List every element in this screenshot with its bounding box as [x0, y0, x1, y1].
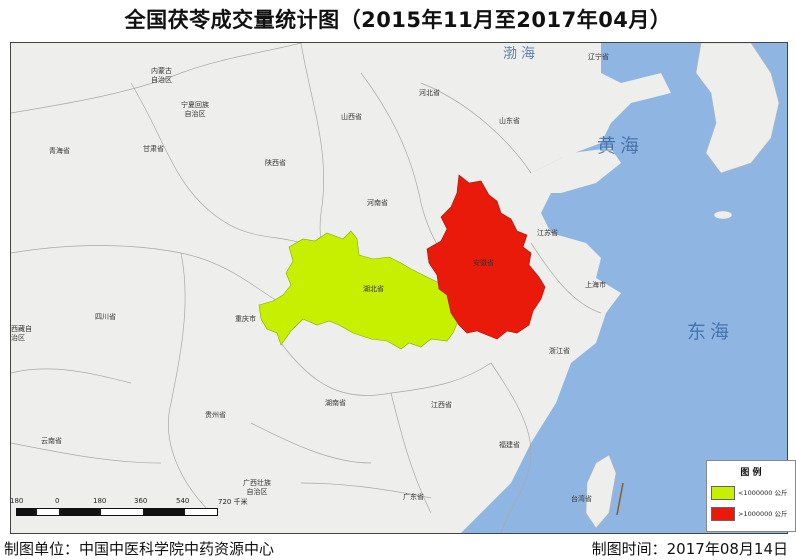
label-taiwan: 台湾省: [571, 495, 592, 503]
legend-label-low: <1000000 公斤: [738, 489, 788, 497]
map-svg: [11, 43, 787, 533]
sea-label-donghai: 东海: [687, 321, 734, 343]
label-jiangxi: 江西省: [431, 401, 452, 409]
korea-land: [695, 43, 780, 174]
sea-label-huanghai: 黄海: [597, 135, 644, 157]
legend-swatch-lime: [711, 486, 735, 500]
scale-tick-label: 180: [93, 497, 107, 505]
label-zhejiang: 浙江省: [549, 347, 570, 355]
island: [713, 210, 733, 220]
shandong-coast: [531, 148, 621, 193]
label-shandong: 山东省: [499, 117, 520, 125]
legend-title: 图 例: [740, 468, 762, 478]
label-anhui: 安徽省: [473, 259, 494, 267]
label-shanxi: 山西省: [341, 113, 362, 121]
map-title: 全国茯苓成交量统计图（2015年11月至2017年04月）: [124, 8, 672, 32]
taiwan-land: [585, 454, 617, 529]
legend-swatch-red: [711, 507, 735, 521]
label-gansu: 甘肃省: [143, 145, 164, 153]
map-producer: 制图单位：中国中医科学院中药资源中心: [4, 540, 275, 558]
label-guangxi: 广西壮族 自治区: [243, 479, 271, 496]
legend-label-high: >1000000 公斤: [738, 510, 788, 518]
label-hubei: 湖北省: [363, 285, 384, 293]
label-guizhou: 贵州省: [205, 411, 226, 419]
sea-area: [461, 43, 787, 533]
label-hebei: 河北省: [419, 89, 440, 97]
label-sichuan: 四川省: [95, 313, 116, 321]
label-neimenggu: 内蒙古 自治区: [151, 67, 172, 84]
label-guangdong: 广东省: [403, 493, 424, 501]
scale-bar: [16, 508, 218, 516]
label-shaanxi: 陕西省: [265, 159, 286, 167]
label-jiangsu: 江苏省: [537, 229, 558, 237]
scale-tick-label: 0: [55, 497, 60, 505]
label-xizang: 西藏自 治区: [11, 325, 32, 342]
map-canvas[interactable]: 内蒙古 自治区 宁夏回族 自治区 河北省 辽宁省 山西省 山东省 青海省 甘肃省…: [10, 42, 788, 534]
label-liaoning: 辽宁省: [588, 53, 609, 61]
map-legend: 图 例 <1000000 公斤 >1000000 公斤: [706, 460, 796, 532]
label-fujian: 福建省: [499, 441, 520, 449]
label-shanghai: 上海市: [585, 281, 606, 289]
guangdong-coast: [421, 513, 471, 533]
label-hunan: 湖南省: [325, 399, 346, 407]
scale-tick-label: 540: [176, 497, 190, 505]
scale-tick-label: 360: [134, 497, 148, 505]
anhui-province[interactable]: [426, 174, 546, 340]
scale-tick-label: 720 千米: [218, 498, 248, 506]
label-yunnan: 云南省: [41, 437, 62, 445]
label-ningxia: 宁夏回族 自治区: [181, 101, 209, 118]
sea-label-bohai: 渤海: [503, 46, 539, 62]
map-date: 制图时间：2017年08月14日: [591, 540, 788, 558]
scale-tick-label: 180: [10, 497, 24, 505]
scale-pen-mark: [616, 482, 624, 516]
label-henan: 河南省: [367, 199, 388, 207]
label-chongqing: 重庆市: [235, 315, 256, 323]
label-qinghai: 青海省: [49, 147, 70, 155]
